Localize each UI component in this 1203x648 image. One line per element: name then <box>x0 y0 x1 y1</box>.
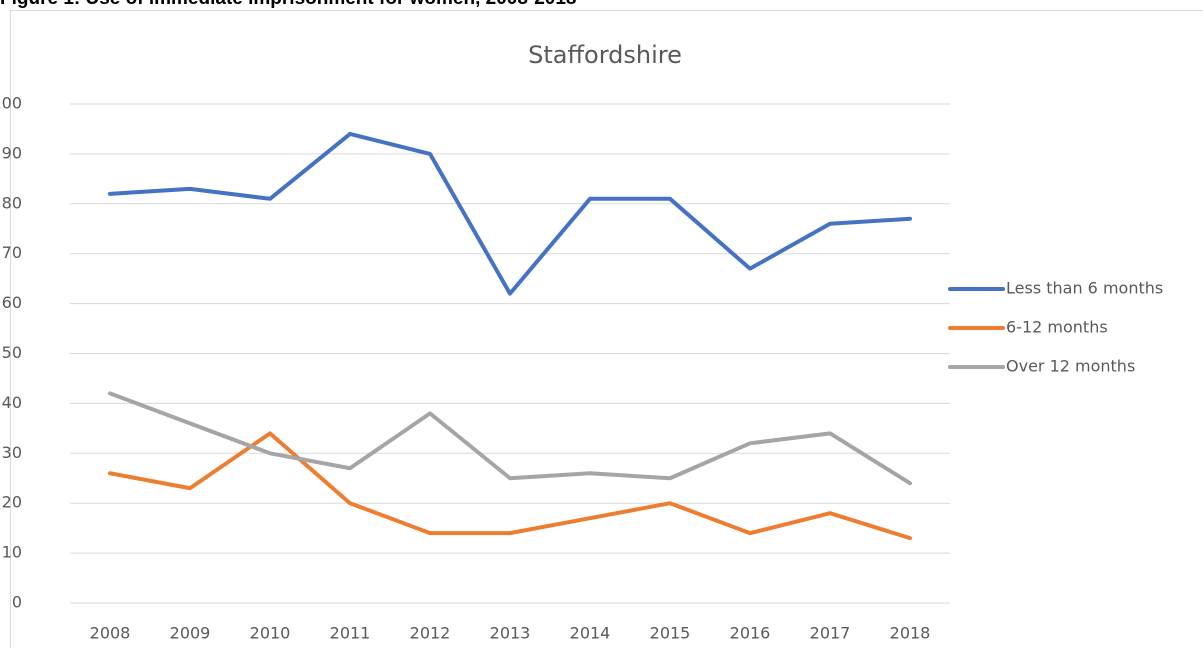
y-tick-label: 20 <box>2 493 22 512</box>
x-tick-label: 2016 <box>730 624 771 643</box>
y-tick-label: 80 <box>2 193 22 212</box>
legend-label: Over 12 months <box>1006 357 1135 376</box>
x-tick-label: 2010 <box>250 624 291 643</box>
x-tick-label: 2018 <box>890 624 931 643</box>
y-tick-label: 10 <box>2 543 22 562</box>
y-tick-label: 0 <box>12 593 22 612</box>
y-tick-label: 50 <box>2 343 22 362</box>
y-tick-label: 30 <box>2 443 22 462</box>
x-tick-label: 2017 <box>810 624 851 643</box>
x-tick-label: 2009 <box>170 624 211 643</box>
y-tick-label: 40 <box>2 393 22 412</box>
x-tick-label: 2011 <box>330 624 371 643</box>
legend-label: Less than 6 months <box>1006 279 1163 298</box>
x-tick-label: 2014 <box>570 624 611 643</box>
series-line <box>108 131 912 296</box>
x-tick-label: 2008 <box>90 624 131 643</box>
y-tick-label: 90 <box>2 143 22 162</box>
chart-title: Staffordshire <box>528 41 682 69</box>
legend-label: 6-12 months <box>1006 318 1108 337</box>
x-tick-label: 2015 <box>650 624 691 643</box>
figure-heading: Figure 1: Use of immediate imprisonment … <box>0 0 577 9</box>
y-tick-label: 100 <box>0 94 22 113</box>
x-tick-label: 2013 <box>490 624 531 643</box>
series-line <box>108 391 912 486</box>
y-tick-label: 60 <box>2 293 22 312</box>
y-tick-label: 70 <box>2 243 22 262</box>
x-tick-label: 2012 <box>410 624 451 643</box>
series-line <box>108 431 912 541</box>
